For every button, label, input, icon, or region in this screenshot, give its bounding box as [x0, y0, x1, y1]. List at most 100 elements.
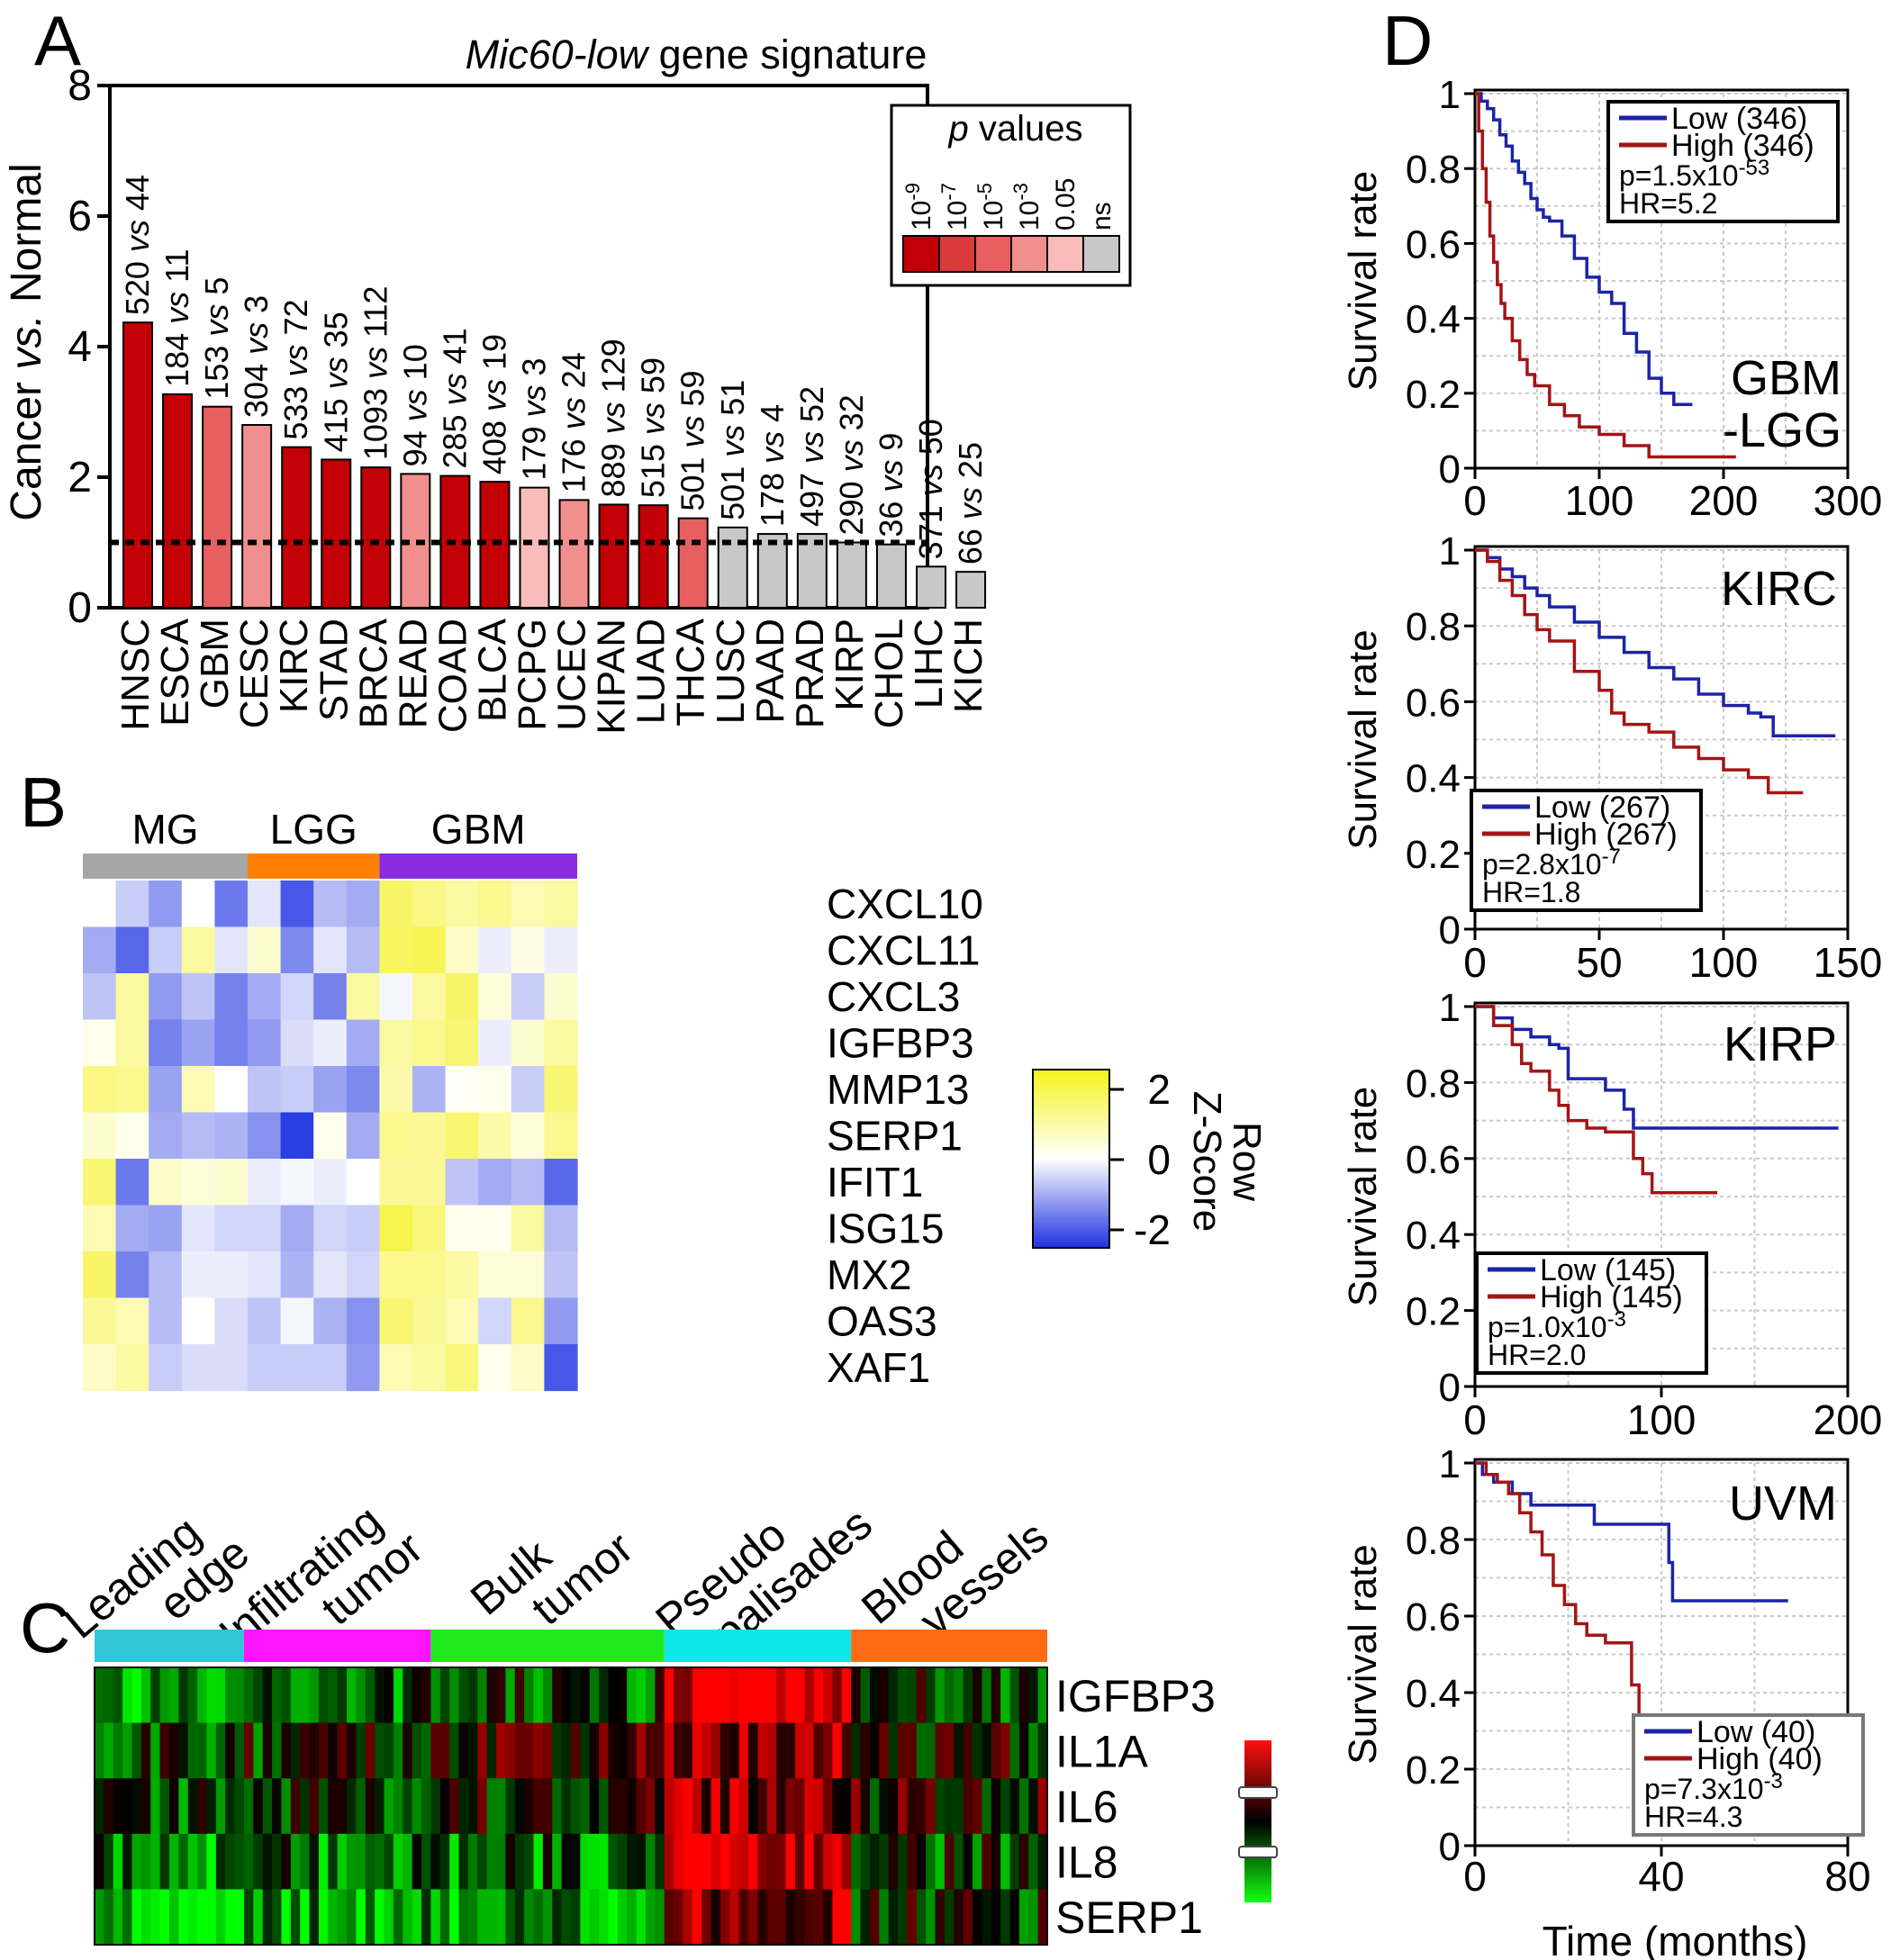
panel-c-cell [701, 1722, 712, 1779]
panel-a-bar-label-vs: vs [952, 478, 989, 528]
panel-b-cell [346, 1159, 380, 1206]
panel-c-cell [356, 1833, 366, 1890]
panel-c-cell [954, 1778, 964, 1835]
panel-b-cell [412, 1159, 447, 1206]
panel-c-cell [823, 1722, 834, 1779]
panel-c-cell [140, 1778, 151, 1835]
panel-a-category-label: CESC [232, 619, 276, 728]
panel-b-cell [115, 1019, 149, 1067]
panel-c-cell [748, 1889, 759, 1946]
panel-c-cell [430, 1889, 441, 1946]
panel-c-cell [131, 1667, 142, 1724]
panel-c-cell [729, 1667, 740, 1724]
panel-c-cell [683, 1722, 693, 1779]
panel-b-cell [248, 1019, 282, 1067]
panel-a-legend: p values 10-910-710-510-3 0.05 ns [890, 104, 1132, 287]
panel-c-cell [318, 1889, 329, 1946]
panel-a-legend-label-base: 0.05 [1051, 178, 1081, 230]
panel-c-cell [832, 1778, 843, 1835]
panel-c-cell [916, 1889, 927, 1946]
panel-b-cell [379, 1297, 413, 1345]
panel-c-region-bar [664, 1630, 852, 1662]
panel-c-cell [645, 1889, 656, 1946]
panel-c-cell [542, 1778, 553, 1835]
panel-b-cell [313, 1019, 348, 1067]
panel-c-region-bar [430, 1630, 665, 1662]
panel-b-cell [478, 926, 512, 974]
panel-a-bar-label-normal-n: 72 [277, 300, 314, 336]
panel-b-cell [280, 1205, 314, 1252]
panel-a-bar-label-normal-n: 9 [873, 433, 909, 451]
panel-a-y-tick-label: 8 [68, 62, 92, 110]
panel-c-cell [832, 1667, 843, 1724]
panel-c-cell [421, 1722, 432, 1779]
panel-c-cell [486, 1778, 497, 1835]
panel-a-bar-label-cancer-n: 1093 [357, 388, 394, 460]
panel-c-cell [95, 1778, 104, 1835]
panel-d-x-tick-label: 100 [1689, 939, 1759, 986]
panel-c-cell [991, 1778, 1001, 1835]
panel-c-cell [449, 1667, 460, 1724]
panel-c-cell [692, 1667, 702, 1724]
panel-c-cell [973, 1667, 982, 1724]
panel-c-cell [309, 1722, 320, 1779]
panel-c-cell [571, 1778, 581, 1835]
panel-d-y-tick-label: 0 [1439, 1366, 1461, 1410]
panel-b-row-label: CXCL3 [827, 973, 960, 1020]
panel-c-cell [804, 1778, 815, 1835]
panel-c-cell [813, 1889, 824, 1946]
panel-c-cell [477, 1889, 488, 1946]
panel-d-x-tick-label: 200 [1814, 1396, 1883, 1443]
panel-a-bar [916, 565, 946, 610]
panel-c-cell [879, 1722, 890, 1779]
panel-c-cell [832, 1833, 843, 1890]
panel-a-category-label: CHOL [867, 619, 911, 728]
panel-a-category-label: LIHC [907, 619, 951, 709]
panel-b-cell [445, 1159, 479, 1206]
panel-c-cell [356, 1778, 366, 1835]
panel-c-cell [113, 1667, 123, 1724]
panel-c-cell [421, 1889, 432, 1946]
panel-c-cell [580, 1722, 591, 1779]
panel-c-cell [347, 1778, 357, 1835]
panel-c-cell [272, 1889, 283, 1946]
panel-c-cell [982, 1778, 992, 1835]
panel-b-cell [511, 881, 545, 928]
panel-d-legend-pvalue: p=1.0x10-3 [1488, 1307, 1626, 1343]
panel-a-legend-swatch [902, 235, 940, 273]
panel-a-bar-label-cancer-n: 178 [754, 473, 791, 527]
panel-d-y-tick-label: 0.2 [1406, 1748, 1461, 1793]
panel-c-cell [794, 1667, 805, 1724]
panel-a-y-tick-label: 6 [68, 193, 92, 240]
panel-c-cell [168, 1778, 179, 1835]
panel-c-cell [496, 1722, 506, 1779]
panel-c-cell [692, 1833, 702, 1890]
panel-c-cell [785, 1833, 796, 1890]
panel-c-cell [813, 1778, 824, 1835]
panel-b-cell [346, 973, 380, 1021]
panel-a-legend-label: 10-3 [1009, 183, 1045, 230]
panel-c-cell [627, 1667, 638, 1724]
panel-c-cell [1000, 1778, 1011, 1835]
panel-c-cell [347, 1833, 357, 1890]
panel-c-cell [140, 1667, 151, 1724]
panel-c-cell [1028, 1833, 1039, 1890]
panel-c-cell [318, 1722, 329, 1779]
panel-c-cell [655, 1667, 665, 1724]
panel-d-legend: Low (145)High (145)p=1.0x10-3HR=2.0 [1475, 1251, 1708, 1375]
panel-b-cell [544, 881, 578, 928]
panel-c-row-label: IL8 [1055, 1838, 1118, 1888]
panel-c-cell [122, 1667, 133, 1724]
panel-c-cell [571, 1833, 581, 1890]
panel-a-category-label: UCEC [550, 619, 594, 731]
panel-a-category-label: ESCA [153, 618, 197, 726]
panel-c-cell [1000, 1667, 1011, 1724]
panel-c-cell [738, 1667, 749, 1724]
panel-c-cell [225, 1833, 236, 1890]
panel-a-bar-label-cancer-n: 290 [833, 481, 870, 535]
panel-d-y-tick-label: 0.8 [1406, 1519, 1461, 1563]
panel-d-y-axis-label: Survival rate [1341, 629, 1385, 850]
panel-c-cell [356, 1722, 366, 1779]
panel-c-cell [496, 1667, 506, 1724]
